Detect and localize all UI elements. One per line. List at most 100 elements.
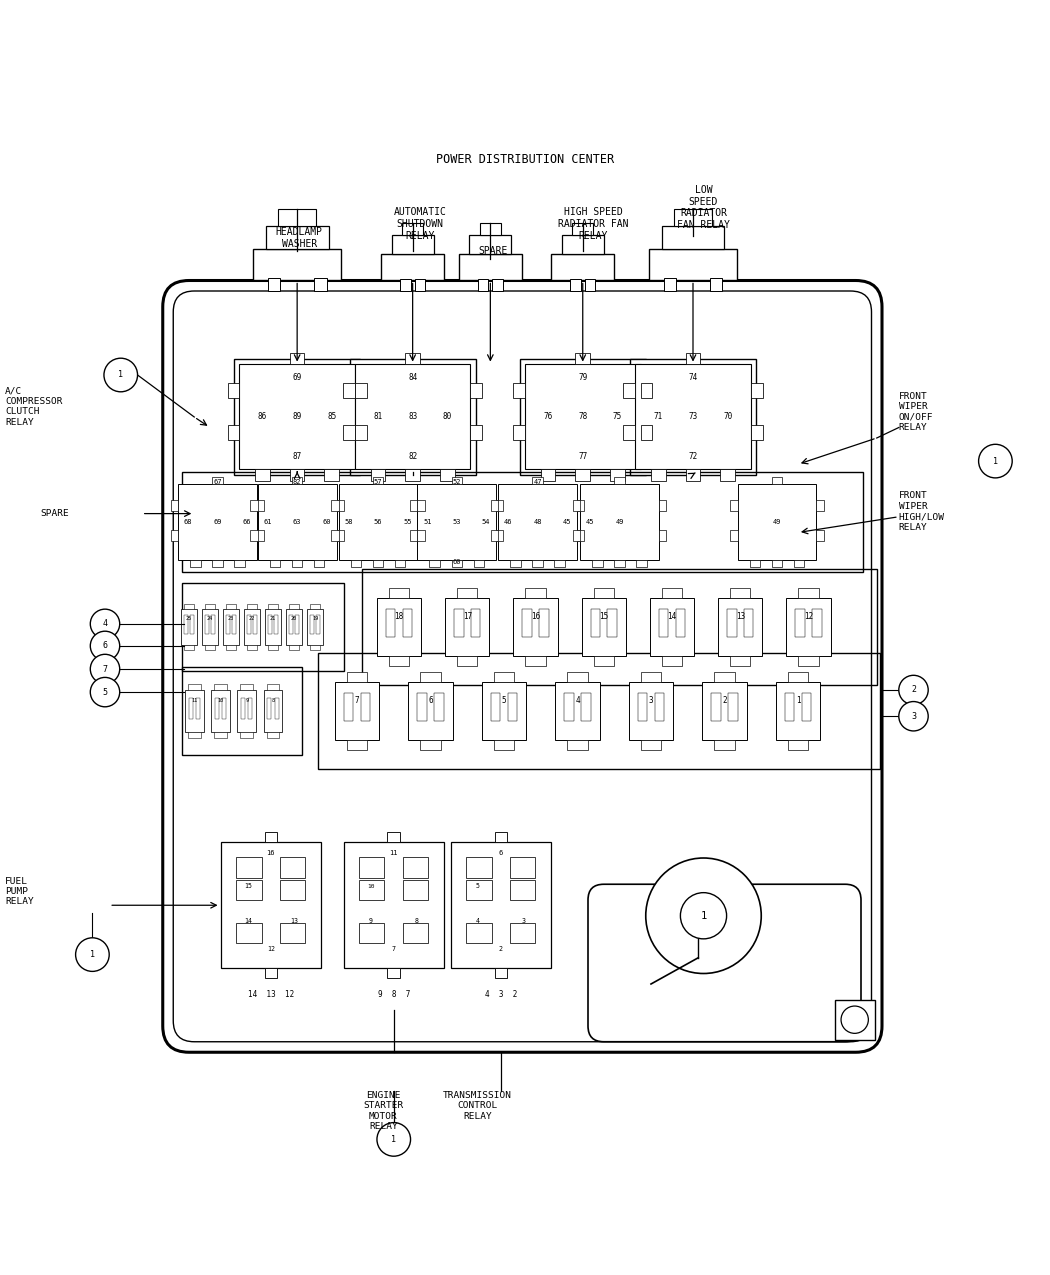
Bar xyxy=(343,426,355,440)
Text: 6: 6 xyxy=(103,641,107,650)
Bar xyxy=(226,645,236,650)
Text: SPARE: SPARE xyxy=(479,246,508,256)
Text: 5: 5 xyxy=(103,687,107,696)
Bar xyxy=(817,500,823,511)
Bar xyxy=(492,279,503,291)
Text: 67: 67 xyxy=(213,479,222,484)
Bar xyxy=(640,672,662,682)
Bar xyxy=(614,477,625,485)
Text: 71: 71 xyxy=(654,413,663,422)
Bar xyxy=(351,560,361,567)
Bar xyxy=(686,353,700,365)
Bar xyxy=(310,645,320,650)
Text: 75: 75 xyxy=(613,413,622,422)
Text: 4: 4 xyxy=(476,918,480,924)
Text: 70: 70 xyxy=(723,413,732,422)
Bar xyxy=(495,833,507,843)
Bar xyxy=(727,608,737,638)
Text: 12: 12 xyxy=(267,946,275,952)
Bar xyxy=(292,560,302,567)
Bar xyxy=(267,732,279,738)
Bar xyxy=(593,588,614,598)
Bar xyxy=(496,530,504,541)
Bar xyxy=(418,484,496,560)
Bar xyxy=(359,857,384,877)
Bar xyxy=(658,608,669,638)
Text: 2: 2 xyxy=(911,686,916,695)
Circle shape xyxy=(899,676,928,705)
Bar xyxy=(202,608,217,645)
Bar xyxy=(614,560,625,567)
Text: 74: 74 xyxy=(689,372,697,381)
Text: 18: 18 xyxy=(395,612,403,621)
Bar xyxy=(532,560,543,567)
Bar xyxy=(659,530,667,541)
Bar xyxy=(654,692,665,722)
Bar xyxy=(570,279,581,291)
Text: 4: 4 xyxy=(575,696,580,705)
Bar xyxy=(718,598,762,655)
Circle shape xyxy=(899,701,928,731)
Bar xyxy=(234,360,360,474)
Bar xyxy=(188,732,201,738)
Bar xyxy=(228,426,239,440)
Text: 7: 7 xyxy=(392,946,396,952)
Bar xyxy=(190,616,193,634)
Bar xyxy=(232,616,236,634)
Bar xyxy=(255,469,270,481)
Bar xyxy=(454,608,464,638)
Bar xyxy=(408,682,453,739)
FancyBboxPatch shape xyxy=(588,885,861,1042)
Text: 60: 60 xyxy=(322,519,331,525)
Text: HEADLAMP
WASHER: HEADLAMP WASHER xyxy=(276,227,322,249)
Bar xyxy=(520,360,646,474)
Bar xyxy=(289,645,299,650)
Bar xyxy=(593,655,614,666)
Bar xyxy=(250,530,257,541)
Text: 13: 13 xyxy=(736,612,744,621)
Bar xyxy=(636,560,647,567)
Text: 81: 81 xyxy=(374,413,382,422)
Bar xyxy=(314,560,324,567)
Circle shape xyxy=(76,938,109,972)
Bar xyxy=(578,500,584,511)
Text: 12: 12 xyxy=(804,612,813,621)
Bar xyxy=(190,560,201,567)
Text: POWER DISTRIBUTION CENTER: POWER DISTRIBUTION CENTER xyxy=(436,153,614,166)
Bar xyxy=(388,588,410,598)
Bar xyxy=(532,477,543,485)
Bar xyxy=(751,426,762,440)
Bar xyxy=(434,692,444,722)
Bar xyxy=(429,560,440,567)
Bar xyxy=(788,740,808,750)
Bar xyxy=(359,880,384,900)
Bar xyxy=(728,692,738,722)
Bar xyxy=(410,530,418,541)
Bar xyxy=(798,588,819,598)
Bar xyxy=(387,833,400,843)
Bar xyxy=(457,588,478,598)
Text: ENGINE
STARTER
MOTOR
RELAY: ENGINE STARTER MOTOR RELAY xyxy=(363,1091,403,1131)
Text: 69: 69 xyxy=(293,372,301,381)
Bar xyxy=(343,692,354,722)
Text: 1: 1 xyxy=(700,910,707,921)
Bar xyxy=(403,857,428,877)
Text: 4  3  2: 4 3 2 xyxy=(485,989,517,1000)
Text: 9  8  7: 9 8 7 xyxy=(378,989,410,1000)
Text: 7: 7 xyxy=(355,696,359,705)
Bar xyxy=(640,384,652,398)
Circle shape xyxy=(646,858,761,974)
Bar xyxy=(410,500,418,511)
Bar xyxy=(510,857,536,877)
Bar xyxy=(554,560,565,567)
Bar xyxy=(247,603,257,608)
Bar xyxy=(295,616,299,634)
Bar xyxy=(214,683,227,690)
Text: 6: 6 xyxy=(499,849,503,856)
Text: 21: 21 xyxy=(270,616,276,621)
Bar xyxy=(242,697,246,719)
Text: 60: 60 xyxy=(453,558,461,565)
Bar xyxy=(289,603,299,608)
Bar xyxy=(377,598,421,655)
Bar xyxy=(417,530,424,541)
